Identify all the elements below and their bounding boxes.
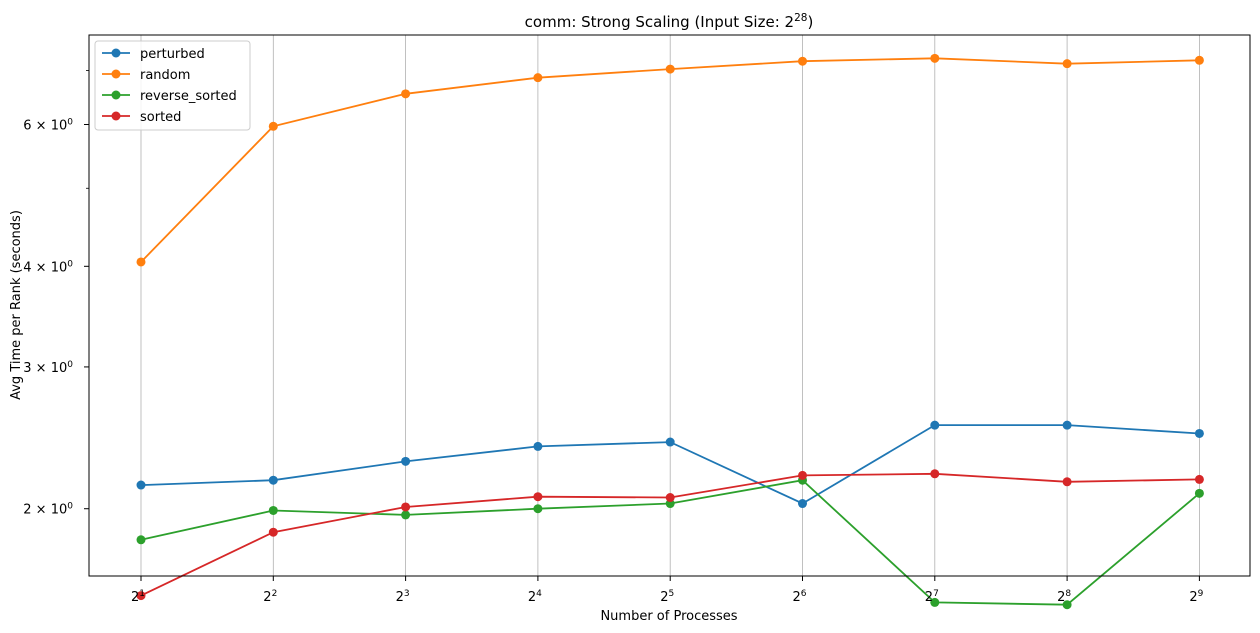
series-perturbed (136, 420, 1204, 509)
data-point (401, 510, 411, 520)
data-point (401, 456, 411, 466)
data-point (930, 597, 940, 607)
data-point (930, 53, 940, 63)
y-axis-label: Avg Time per Rank (seconds) (9, 210, 24, 400)
legend-label: random (140, 68, 190, 83)
data-point (268, 475, 278, 485)
data-point (1194, 428, 1204, 438)
legend-marker (111, 90, 121, 100)
x-tick-label: 21 (131, 589, 145, 605)
data-point (136, 257, 146, 267)
legend-label: sorted (140, 110, 181, 125)
data-point (1062, 420, 1072, 430)
data-point (665, 64, 675, 74)
data-point (798, 499, 807, 509)
legend-label: perturbed (140, 47, 205, 62)
data-point (798, 56, 807, 66)
data-point (533, 504, 543, 514)
legend-box (94, 40, 251, 131)
data-point (930, 420, 940, 430)
plot-frame (88, 34, 1251, 577)
data-point (1062, 59, 1072, 69)
y-tick-label: 4 × 100 (23, 259, 73, 275)
series-layer (136, 53, 1204, 610)
y-tick-label: 2 × 100 (23, 502, 73, 518)
data-point (136, 480, 146, 490)
legend-marker (111, 69, 121, 79)
x-tick-label: 22 (263, 589, 277, 605)
y-axis: 2 × 100 3 × 100 4 × 100 6 × 100 (23, 70, 89, 518)
data-point (268, 505, 278, 515)
x-tick-label: 25 (660, 589, 674, 605)
legend-marker (111, 48, 121, 58)
x-tick-label: 24 (528, 589, 542, 605)
data-point (136, 535, 146, 545)
data-point (1194, 474, 1204, 484)
data-point (401, 502, 411, 512)
data-point (798, 470, 807, 480)
data-point (1194, 488, 1204, 498)
data-point (1062, 600, 1072, 610)
data-point (268, 121, 278, 131)
x-axis-label: Number of Processes (600, 609, 737, 624)
x-tick-label: 26 (792, 589, 806, 605)
data-point (136, 591, 146, 601)
data-point (665, 493, 675, 503)
series-sorted (136, 469, 1204, 601)
data-point (665, 437, 675, 447)
series-random (136, 53, 1204, 267)
chart-title: comm: Strong Scaling (Input Size: 228) (525, 12, 814, 31)
legend-label: reverse_sorted (140, 89, 237, 104)
y-tick-label: 6 × 100 (23, 118, 73, 134)
data-point (533, 441, 543, 451)
data-point (1062, 477, 1072, 487)
legend-marker (111, 111, 121, 121)
x-tick-label: 27 (925, 589, 939, 605)
data-point (533, 492, 543, 502)
data-point (1194, 55, 1204, 65)
x-axis: 21 22 23 24 25 26 27 28 29 (131, 576, 1204, 605)
data-point (401, 89, 411, 99)
data-point (930, 469, 940, 479)
data-point (533, 73, 543, 83)
x-tick-label: 28 (1057, 589, 1071, 605)
y-tick-label: 3 × 100 (23, 360, 73, 376)
x-tick-label: 29 (1189, 589, 1203, 605)
data-point (268, 527, 278, 537)
x-tick-label: 23 (396, 589, 410, 605)
